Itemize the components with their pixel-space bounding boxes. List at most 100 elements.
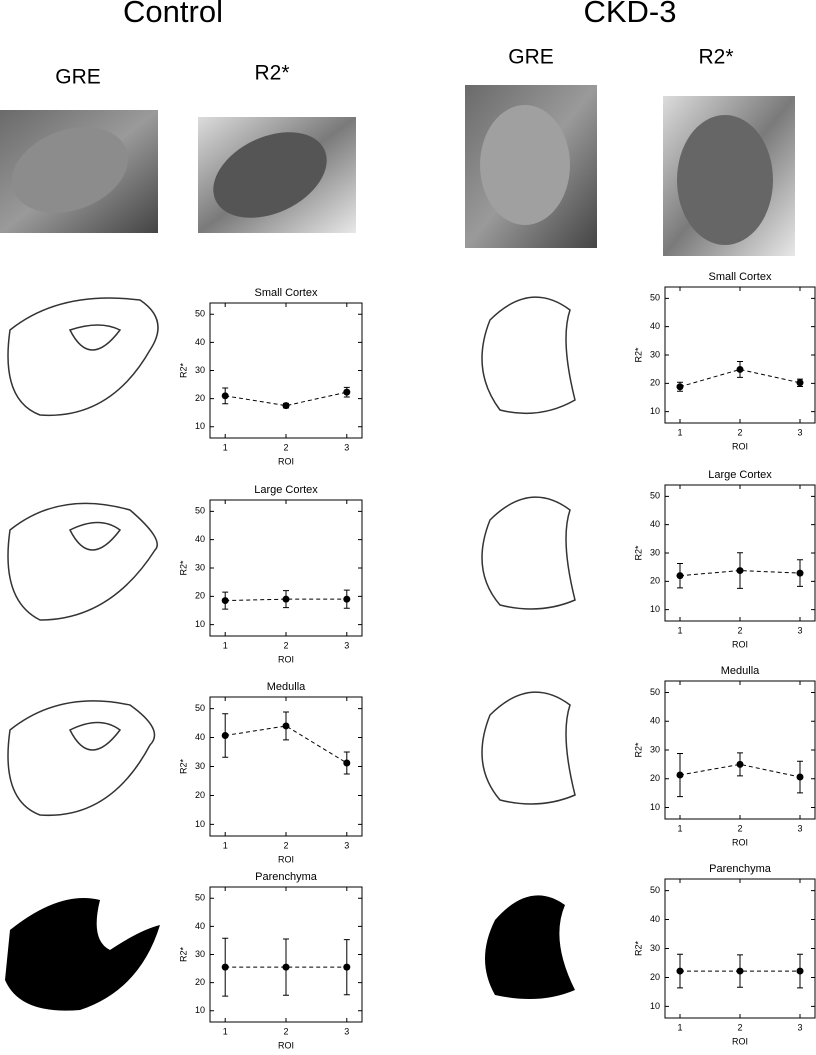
kidney-shape — [677, 115, 773, 245]
x-tick-label: 1 — [677, 823, 682, 833]
data-point — [343, 388, 351, 396]
data-point — [736, 567, 744, 575]
chart-title: Small Cortex — [255, 287, 318, 299]
y-tick-label: 10 — [195, 819, 205, 829]
y-tick-label: 10 — [650, 406, 660, 416]
chart-title: Medulla — [721, 665, 760, 677]
y-axis-label: R2* — [178, 363, 188, 379]
data-point — [796, 379, 804, 387]
x-tick-label: 1 — [223, 1026, 228, 1036]
data-point — [221, 392, 229, 400]
x-axis-label: ROI — [278, 1040, 294, 1050]
data-point — [676, 572, 684, 580]
image-label: R2* — [698, 46, 733, 69]
y-tick-label: 40 — [195, 921, 205, 931]
chart-title: Parenchyma — [255, 871, 318, 883]
data-point — [282, 963, 290, 971]
data-point — [796, 569, 804, 577]
y-axis-label: R2* — [633, 347, 643, 363]
y-tick-label: 10 — [650, 802, 660, 812]
y-tick-label: 30 — [195, 562, 205, 572]
chart-title: Medulla — [267, 681, 306, 693]
x-axis-label: ROI — [278, 854, 294, 864]
x-axis-label: ROI — [732, 1036, 748, 1046]
data-point — [343, 963, 351, 971]
data-point — [282, 595, 290, 603]
y-tick-label: 50 — [195, 309, 205, 319]
x-tick-label: 1 — [223, 840, 228, 850]
roi-mask — [485, 895, 575, 999]
data-point — [282, 722, 290, 730]
chart: Medulla ROI R2* 10 20 30 40 50 1 2 3 — [633, 665, 816, 847]
roi-outline — [7, 297, 159, 417]
x-tick-label: 3 — [797, 427, 802, 437]
y-tick-label: 20 — [650, 378, 660, 388]
x-tick-label: 1 — [223, 640, 228, 650]
x-axis-label: ROI — [732, 639, 748, 649]
x-tick-label: 2 — [283, 640, 288, 650]
y-axis-label: R2* — [178, 947, 188, 963]
y-tick-label: 30 — [195, 365, 205, 375]
x-tick-label: 3 — [797, 1022, 802, 1032]
x-tick-label: 1 — [677, 1022, 682, 1032]
data-point — [676, 771, 684, 779]
x-tick-label: 3 — [797, 625, 802, 635]
plot-frame — [664, 286, 816, 424]
plot-frame — [664, 680, 816, 820]
data-point — [736, 760, 744, 768]
x-tick-label: 3 — [344, 1026, 349, 1036]
x-axis-label: ROI — [732, 441, 748, 451]
chart: Large Cortex ROI R2* 10 20 30 40 50 1 2 3 — [633, 469, 816, 649]
y-tick-label: 50 — [650, 293, 660, 303]
x-tick-label: 1 — [677, 625, 682, 635]
y-tick-label: 40 — [195, 534, 205, 544]
y-tick-label: 40 — [195, 732, 205, 742]
y-tick-label: 10 — [650, 604, 660, 614]
roi-outline — [481, 496, 576, 610]
data-point — [736, 967, 744, 975]
kidney-shape — [213, 132, 327, 218]
group-title: Control — [123, 0, 223, 29]
y-tick-label: 10 — [195, 1005, 205, 1015]
y-tick-label: 30 — [650, 744, 660, 754]
x-tick-label: 3 — [344, 442, 349, 452]
y-axis-label: R2* — [633, 742, 643, 758]
chart: Parenchyma ROI R2* 10 20 30 40 50 1 2 3 — [178, 871, 363, 1050]
y-tick-label: 30 — [650, 349, 660, 359]
y-tick-label: 20 — [195, 591, 205, 601]
x-tick-label: 3 — [344, 640, 349, 650]
y-axis-label: R2* — [633, 941, 643, 957]
y-tick-label: 50 — [195, 703, 205, 713]
x-tick-label: 2 — [283, 1026, 288, 1036]
y-tick-label: 10 — [195, 421, 205, 431]
y-axis-label: R2* — [178, 759, 188, 775]
y-tick-label: 30 — [650, 943, 660, 953]
roi-outline — [7, 502, 158, 621]
y-tick-label: 40 — [650, 914, 660, 924]
chart: Small Cortex ROI R2* 10 20 30 40 50 1 2 3 — [633, 271, 816, 451]
roi-outline — [7, 700, 156, 817]
y-tick-label: 50 — [195, 506, 205, 516]
x-tick-label: 1 — [223, 442, 228, 452]
data-point — [343, 595, 351, 603]
chart: Medulla ROI R2* 10 20 30 40 50 1 2 3 — [178, 681, 363, 864]
plot-frame — [664, 484, 816, 622]
data-point — [221, 963, 229, 971]
chart-title: Large Cortex — [254, 484, 318, 496]
chart-title: Parenchyma — [709, 863, 772, 875]
data-point — [736, 365, 744, 373]
kidney-shape — [480, 105, 570, 225]
y-tick-label: 30 — [650, 547, 660, 557]
data-point — [796, 967, 804, 975]
image-label: R2* — [254, 62, 289, 85]
y-tick-label: 20 — [650, 972, 660, 982]
x-tick-label: 1 — [677, 427, 682, 437]
roi-mask — [5, 898, 160, 1011]
y-tick-label: 20 — [195, 977, 205, 987]
plot-frame — [209, 499, 363, 637]
data-point — [282, 402, 290, 410]
roi-outline — [481, 691, 576, 805]
data-point — [676, 383, 684, 391]
y-tick-label: 20 — [195, 393, 205, 403]
chart-title: Large Cortex — [708, 469, 772, 481]
